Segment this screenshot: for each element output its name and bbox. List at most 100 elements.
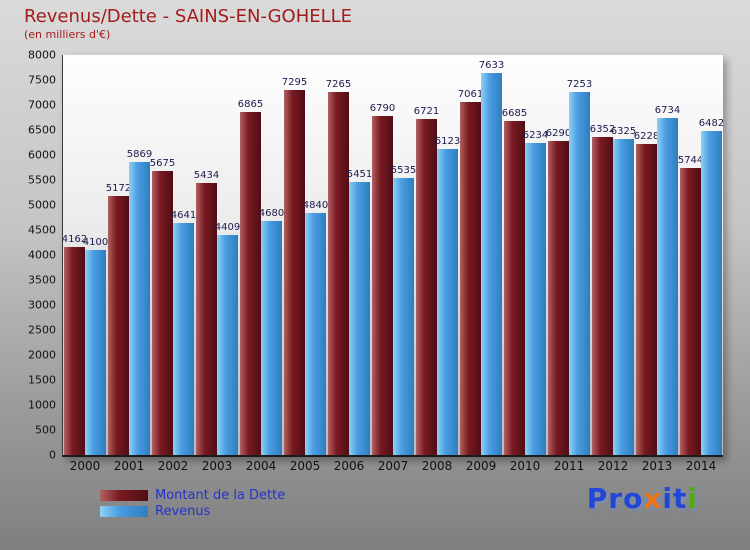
y-tick-label: 5000 bbox=[28, 198, 56, 212]
x-tick-label: 2014 bbox=[685, 459, 717, 473]
y-tick-label: 3500 bbox=[28, 273, 56, 287]
x-tick-label: 2013 bbox=[641, 459, 673, 473]
bar-dette bbox=[460, 101, 481, 455]
value-label: 5451 bbox=[346, 169, 373, 181]
value-label: 7253 bbox=[566, 79, 593, 91]
y-tick-label: 5500 bbox=[28, 173, 56, 187]
plot-area: 4162 4100 2000 5172 5869 2001 5675 4641 2002 5434… bbox=[61, 55, 725, 474]
x-tick-label: 2010 bbox=[509, 459, 541, 473]
logo-letter: t bbox=[673, 482, 688, 515]
y-tick-label: 500 bbox=[35, 423, 56, 437]
x-tick-label: 2000 bbox=[69, 459, 101, 473]
bar-revenus bbox=[85, 250, 106, 455]
y-tick-label: 8000 bbox=[28, 48, 56, 62]
x-tick-label: 2009 bbox=[465, 459, 497, 473]
value-label: 4100 bbox=[82, 237, 109, 248]
legend-item-revenus: Revenus bbox=[100, 503, 285, 519]
bar-group: 6228 6734 2013 bbox=[633, 55, 680, 473]
y-tick-label: 0 bbox=[49, 448, 56, 462]
bar-group: 5434 4409 2003 bbox=[194, 55, 240, 473]
bar-dette bbox=[328, 91, 349, 455]
bar-group: 6352 6325 2012 bbox=[589, 55, 637, 473]
value-label: 5172 bbox=[105, 183, 132, 195]
value-label: 5744 bbox=[677, 154, 704, 166]
legend-swatch-revenus bbox=[100, 505, 148, 517]
value-label: 6325 bbox=[610, 125, 637, 137]
chart-title: Revenus/Dette - SAINS-EN-GOHELLE bbox=[24, 6, 353, 27]
value-label: 4641 bbox=[170, 209, 197, 221]
value-label: 6290 bbox=[545, 127, 572, 139]
value-label: 4840 bbox=[302, 200, 329, 211]
value-label: 7265 bbox=[325, 78, 352, 90]
bar-revenus bbox=[569, 92, 590, 455]
y-tick-label: 4500 bbox=[28, 223, 56, 237]
y-tick-label: 1000 bbox=[28, 398, 56, 412]
legend-label-revenus: Revenus bbox=[155, 503, 211, 519]
value-label: 6482 bbox=[698, 117, 725, 129]
bar-group: 6685 6234 2010 bbox=[501, 55, 549, 473]
x-tick-label: 2011 bbox=[553, 459, 585, 473]
bar-revenus bbox=[129, 161, 150, 455]
bar-group: 7061 7633 2009 bbox=[457, 55, 505, 473]
bar-dette bbox=[64, 246, 85, 455]
x-tick-label: 2005 bbox=[289, 459, 321, 473]
bar-dette bbox=[548, 140, 569, 455]
bar-dette bbox=[196, 183, 217, 455]
legend-swatch-dette bbox=[100, 489, 148, 501]
bar-revenus bbox=[393, 178, 414, 455]
bar-revenus bbox=[437, 148, 458, 455]
x-tick-label: 2003 bbox=[201, 459, 233, 473]
bar-group: 7265 5451 2006 bbox=[325, 55, 373, 473]
bar-group: 5744 6482 2014 bbox=[677, 55, 725, 473]
bar-dette bbox=[152, 171, 173, 455]
bar-revenus bbox=[657, 118, 678, 455]
value-label: 7061 bbox=[457, 88, 484, 100]
value-label: 7633 bbox=[478, 60, 505, 72]
value-label: 5869 bbox=[126, 148, 153, 160]
y-tick-label: 6000 bbox=[28, 148, 56, 162]
logo-letter: i bbox=[687, 482, 698, 515]
value-label: 6352 bbox=[589, 124, 616, 136]
bar-dette bbox=[284, 90, 305, 455]
value-label: 6685 bbox=[501, 107, 528, 119]
value-label: 6123 bbox=[434, 135, 461, 147]
y-tick-label: 7500 bbox=[28, 73, 56, 87]
value-label: 6865 bbox=[237, 98, 264, 110]
value-label: 7295 bbox=[281, 77, 308, 89]
bar-revenus bbox=[217, 234, 238, 455]
x-tick-label: 2006 bbox=[333, 459, 365, 473]
y-tick-label: 2000 bbox=[28, 348, 56, 362]
bar-dette bbox=[416, 118, 437, 455]
bar-dette bbox=[372, 115, 393, 455]
bar-dette bbox=[240, 111, 261, 455]
value-label: 5535 bbox=[390, 165, 417, 177]
bar-group: 6290 7253 2011 bbox=[545, 55, 593, 473]
y-tick-label: 4000 bbox=[28, 248, 56, 262]
x-tick-label: 2012 bbox=[597, 459, 629, 473]
chart: 0 500 1000 1500 2000 2500 3000 3500 4000 4500 5000… bbox=[10, 49, 725, 474]
bar-dette bbox=[108, 196, 129, 455]
bar-group: 5172 5869 2001 bbox=[105, 55, 153, 473]
value-label: 6228 bbox=[633, 130, 660, 142]
bar-revenus bbox=[701, 130, 722, 455]
value-label: 4162 bbox=[61, 233, 88, 245]
bar-dette bbox=[504, 120, 525, 455]
value-label: 5675 bbox=[149, 158, 176, 170]
bar-group: 6790 5535 2007 bbox=[369, 55, 417, 474]
legend-label-dette: Montant de la Dette bbox=[155, 487, 286, 503]
bar-dette bbox=[680, 167, 701, 455]
bar-dette bbox=[636, 143, 657, 455]
value-label: 6721 bbox=[413, 105, 440, 117]
bar-revenus bbox=[261, 221, 282, 455]
value-label: 4680 bbox=[258, 208, 285, 219]
legend: Montant de la Dette Revenus bbox=[100, 487, 285, 519]
bar-group: 7295 4840 2005 bbox=[281, 55, 329, 473]
x-tick-label: 2001 bbox=[113, 459, 145, 473]
bar-revenus bbox=[525, 143, 546, 455]
value-label: 6790 bbox=[369, 102, 396, 114]
legend-item-dette: Montant de la Dette bbox=[100, 487, 285, 503]
y-axis: 0 500 1000 1500 2000 2500 3000 3500 4000 4500 5000… bbox=[10, 49, 62, 462]
y-tick-label: 3000 bbox=[28, 298, 56, 312]
value-label: 6234 bbox=[522, 130, 549, 142]
